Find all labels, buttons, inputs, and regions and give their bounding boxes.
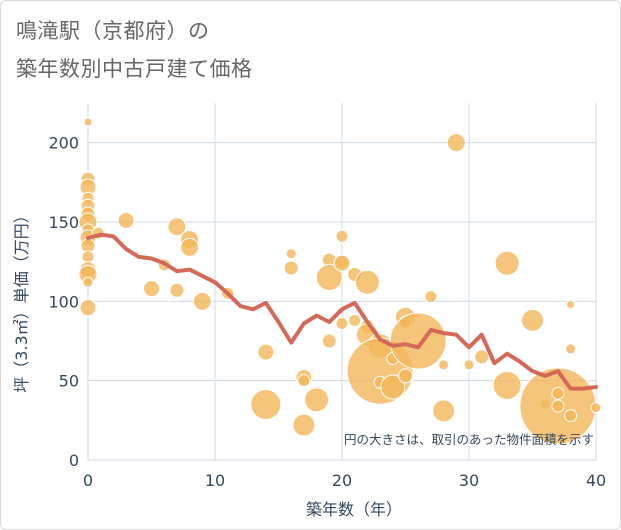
data-bubble	[551, 399, 565, 413]
tick-labels: 0 10 20 30 40 0 50 100 150 200	[48, 134, 606, 490]
data-bubble	[494, 250, 520, 276]
data-bubble	[380, 374, 406, 400]
data-bubble	[389, 312, 447, 370]
y-tick-label: 0	[69, 451, 79, 470]
data-bubble	[463, 359, 475, 371]
data-bubble	[335, 229, 349, 243]
x-tick-label: 10	[205, 471, 225, 490]
y-axis-label: 坪（3.3㎡）単価（万円）	[12, 207, 31, 392]
data-bubble	[117, 211, 135, 229]
data-bubble	[83, 117, 93, 127]
data-bubble	[335, 317, 349, 331]
data-bubble	[283, 260, 299, 276]
data-bubble	[143, 280, 160, 298]
data-bubble	[297, 374, 311, 388]
data-bubble	[492, 370, 522, 400]
data-bubble	[354, 269, 380, 295]
data-bubble	[551, 386, 565, 400]
data-bubble	[321, 333, 337, 349]
data-bubble	[192, 291, 212, 311]
data-bubble	[79, 299, 97, 317]
data-bubble	[564, 409, 578, 423]
chart-title-line-1: 鳴滝駅（京都府）の	[16, 19, 210, 43]
y-tick-label: 50	[59, 372, 79, 391]
data-bubble	[285, 248, 297, 260]
data-bubble	[474, 349, 490, 365]
y-tick-label: 150	[48, 213, 79, 232]
data-bubble	[446, 133, 466, 153]
data-bubble	[432, 399, 456, 423]
data-bubble	[590, 402, 602, 414]
bubble-layer	[78, 117, 602, 445]
y-tick-label: 200	[48, 134, 79, 153]
data-bubble	[398, 368, 413, 384]
data-bubble	[565, 343, 577, 355]
data-bubble	[348, 313, 362, 327]
data-bubble	[250, 388, 282, 420]
chart-title-line-2: 築年数別中古戸建て価格	[16, 57, 253, 81]
x-axis-label: 築年数（年）	[306, 500, 402, 519]
data-bubble	[521, 308, 544, 332]
data-bubble	[333, 254, 351, 272]
data-bubble	[566, 300, 576, 310]
bubble-size-note: 円の大きさは、取引のあった物件面積を示す	[344, 432, 594, 447]
data-bubble	[424, 290, 438, 304]
x-tick-label: 40	[586, 471, 606, 490]
data-bubble	[292, 413, 316, 437]
data-bubble	[82, 276, 94, 288]
data-bubble	[315, 264, 343, 292]
data-bubble	[167, 217, 187, 237]
trend-line	[86, 232, 598, 391]
x-tick-label: 0	[83, 471, 93, 490]
data-bubble	[257, 343, 275, 361]
data-bubble	[304, 387, 330, 413]
x-tick-label: 20	[332, 471, 352, 490]
data-bubble	[438, 359, 450, 371]
data-bubble	[180, 237, 200, 257]
y-tick-label: 100	[48, 292, 79, 311]
x-tick-label: 30	[459, 471, 479, 490]
data-bubble	[169, 282, 185, 298]
